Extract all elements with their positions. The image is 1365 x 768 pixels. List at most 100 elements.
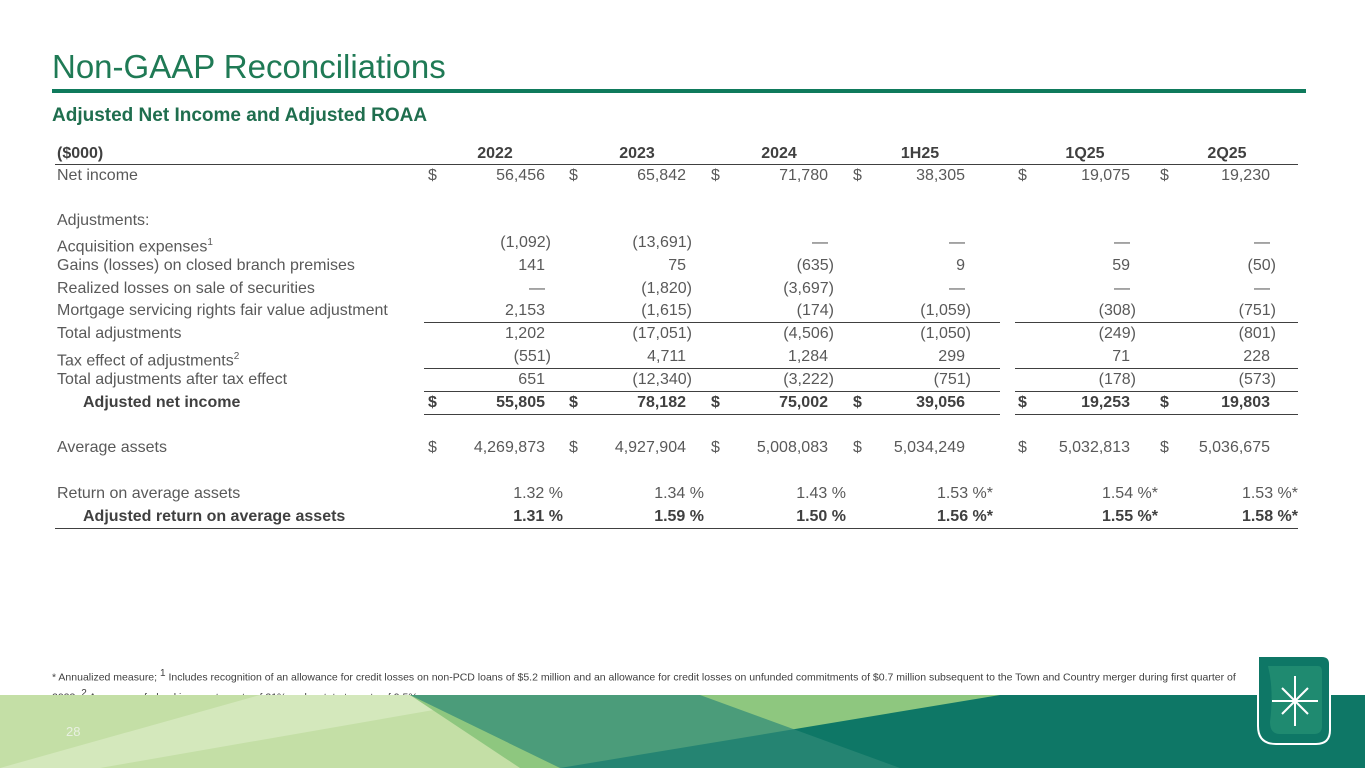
row-rule: [424, 368, 1000, 369]
row-rule: [1015, 368, 1298, 369]
cell: 1.59 %: [654, 508, 704, 525]
cell: 141: [518, 257, 545, 274]
row-rule: [424, 414, 1000, 415]
cell: —: [812, 234, 828, 251]
cell: 71,780: [779, 167, 828, 184]
cell: (551): [513, 348, 551, 365]
cell: (1,615): [641, 302, 692, 319]
header-rule: [55, 164, 1298, 165]
currency: $: [1018, 439, 1027, 456]
cell: 71: [1112, 348, 1130, 365]
header-cell: 2Q25: [1207, 145, 1247, 162]
currency: $: [1018, 167, 1027, 184]
title-rule: [52, 89, 1306, 93]
row-rule: [1015, 414, 1298, 415]
header-cell: 2024: [761, 145, 797, 162]
cell: 59: [1112, 257, 1130, 274]
header-cell: 2022: [477, 145, 513, 162]
row-label: Realized losses on sale of securities: [57, 280, 315, 297]
cell: 19,075: [1081, 167, 1130, 184]
cell: 1,284: [787, 348, 828, 365]
footer-band: [0, 695, 1365, 768]
cell: (249): [1098, 325, 1136, 342]
cell: (1,050): [920, 325, 971, 342]
cell: (308): [1098, 302, 1136, 319]
cell: (3,697): [783, 280, 834, 297]
row-label: Total adjustments after tax effect: [57, 371, 288, 388]
header-cell: 1Q25: [1065, 145, 1105, 162]
cell: —: [949, 234, 965, 251]
currency: $: [569, 439, 578, 456]
cell: (12,340): [632, 371, 692, 388]
cell: 1.31 %: [513, 508, 563, 525]
cell: 1.50 %: [796, 508, 846, 525]
currency: $: [853, 439, 862, 456]
title: Non-GAAP Reconciliations: [52, 48, 446, 85]
cell: 1.34 %: [654, 485, 704, 502]
currency: $: [1160, 394, 1169, 411]
cell: 39,056: [916, 394, 965, 411]
currency: $: [853, 394, 862, 411]
row-label: Tax effect of adjustments2: [57, 351, 240, 370]
cell: 1.32 %: [513, 485, 563, 502]
cell: 19,803: [1221, 394, 1270, 411]
page-number: 28: [66, 724, 81, 739]
currency: $: [1160, 167, 1169, 184]
cell: 1.53 %*: [1241, 485, 1298, 502]
cell: 19,230: [1221, 167, 1270, 184]
cell: (174): [796, 302, 834, 319]
row-label: Average assets: [57, 439, 167, 456]
cell: 75: [668, 257, 686, 274]
row-rule: [424, 322, 1000, 323]
currency: $: [711, 167, 720, 184]
cell: (4,506): [783, 325, 834, 342]
currency: $: [428, 394, 437, 411]
currency: $: [711, 394, 720, 411]
cell: 1.43 %: [796, 485, 846, 502]
cell: (3,222): [783, 371, 834, 388]
row-rule: [424, 391, 1000, 392]
cell: 1.56 %*: [936, 508, 993, 525]
cell: 1.53 %*: [936, 485, 993, 502]
footnote-mark: 2: [81, 687, 87, 699]
cell: 651: [518, 371, 545, 388]
cell: —: [1254, 234, 1270, 251]
cell: —: [1254, 280, 1270, 297]
currency: $: [428, 439, 437, 456]
cell: (13,691): [632, 234, 692, 251]
cell: 38,305: [916, 167, 965, 184]
cell: —: [949, 280, 965, 297]
cell: 1.55 %*: [1101, 508, 1158, 525]
cell: 5,032,813: [1058, 439, 1130, 456]
row-label: Adjusted return on average assets: [83, 508, 346, 525]
subtitle: Adjusted Net Income and Adjusted ROAA: [52, 105, 428, 126]
row-label: Net income: [57, 167, 138, 184]
cell: —: [1114, 234, 1130, 251]
cell: 75,002: [779, 394, 828, 411]
cell: 9: [956, 257, 965, 274]
footnote-mark: 1: [159, 668, 166, 679]
currency: $: [853, 167, 862, 184]
cell: (635): [796, 257, 834, 274]
row-rule: [1015, 391, 1298, 392]
cell: (50): [1247, 257, 1276, 274]
cell: 78,182: [637, 394, 686, 411]
cell: 5,036,675: [1198, 439, 1270, 456]
cell: (178): [1098, 371, 1136, 388]
row-rule: [1015, 322, 1298, 323]
currency: $: [711, 439, 720, 456]
cell: 2,153: [504, 302, 545, 319]
header-cell: 2023: [619, 145, 655, 162]
header-cell: 1H25: [900, 145, 940, 162]
footnote-text: * Annualized measure;: [52, 671, 160, 684]
cell: 19,253: [1081, 394, 1130, 411]
note-mark: 2: [233, 351, 240, 362]
cell: (1,820): [641, 280, 692, 297]
table-bottom-rule: [55, 528, 1298, 529]
cell: 228: [1243, 348, 1270, 365]
row-label: Adjustments:: [57, 212, 150, 229]
cell: 1.54 %*: [1101, 485, 1158, 502]
cell: 56,456: [496, 167, 545, 184]
cell: (751): [1238, 302, 1276, 319]
